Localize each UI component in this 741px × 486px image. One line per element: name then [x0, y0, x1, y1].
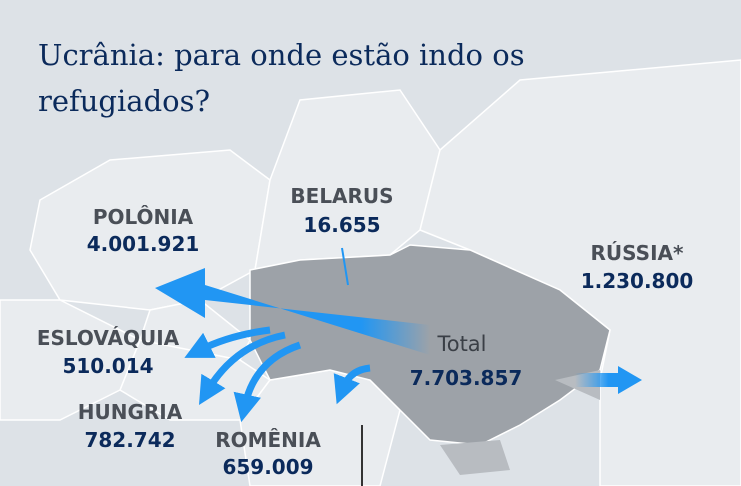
destination-name: POLÔNIA: [93, 205, 194, 229]
destination-value: 4.001.921: [87, 232, 200, 256]
minor-arrows: [184, 326, 371, 423]
destination-value: 1.230.800: [581, 269, 694, 293]
destination-value: 782.742: [84, 428, 175, 452]
destination-value: 16.655: [303, 213, 380, 237]
destination-name: RÚSSIA*: [591, 241, 684, 265]
total-label: Total: [436, 332, 486, 356]
arrow-poland: [155, 268, 430, 355]
arrow-belarus: [341, 247, 349, 286]
destination-name: ROMÊNIA: [215, 428, 321, 452]
destination-name: ESLOVÁQUIA: [37, 326, 180, 350]
arrow-russia: [575, 366, 642, 394]
occupied-area: [440, 370, 600, 475]
destination-name: BELARUS: [290, 184, 393, 208]
destination-value: 659.009: [222, 455, 313, 479]
total-value: 7.703.857: [410, 366, 523, 390]
countries: [0, 59, 741, 486]
destination-value: 510.014: [62, 354, 153, 378]
title: Ucrânia: para onde estão indo os refugia…: [38, 38, 525, 118]
destination-name: HUNGRIA: [78, 400, 183, 424]
